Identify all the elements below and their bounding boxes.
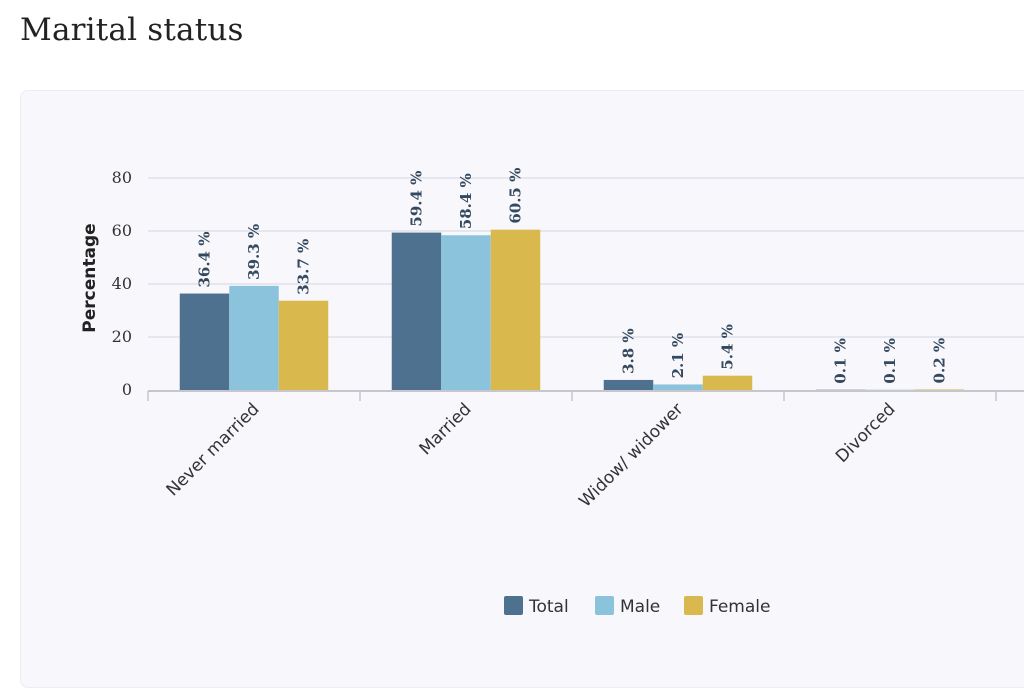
data-label: 58.4 %: [457, 173, 475, 229]
bar-male[interactable]: [441, 235, 491, 390]
data-label: 36.4 %: [196, 232, 214, 288]
legend-swatch: [684, 596, 703, 615]
bar-male[interactable]: [229, 285, 279, 390]
bar-total[interactable]: [179, 293, 230, 390]
category-label: Widow/ widower: [575, 399, 687, 511]
bar-female[interactable]: [914, 389, 965, 390]
y-tick-label: 80: [112, 168, 132, 187]
legend-label: Male: [620, 597, 660, 617]
legend-item-total[interactable]: Total: [504, 596, 569, 617]
data-label: 59.4 %: [408, 171, 426, 227]
bar-total[interactable]: [391, 232, 442, 390]
y-tick-label: 0: [122, 380, 132, 399]
bar-total[interactable]: [603, 379, 654, 390]
data-label: 3.8 %: [620, 328, 638, 374]
category-labels: Never married Married Widow/ widower Divorc…: [163, 399, 900, 511]
legend: Total Male Female: [504, 596, 770, 617]
legend-swatch: [504, 596, 523, 615]
category-label: Married: [416, 399, 476, 459]
data-label: 0.2 %: [931, 338, 949, 384]
bar-female[interactable]: [490, 229, 541, 390]
data-label: 0.1 %: [832, 338, 850, 384]
y-tick-label: 60: [112, 221, 132, 240]
bars: [179, 229, 965, 390]
data-labels: 36.4 % 39.3 % 33.7 % 59.4 % 58.4 % 60.5 % 3.8 …: [196, 168, 949, 384]
data-label: 2.1 %: [669, 333, 687, 379]
legend-label: Total: [528, 597, 569, 617]
legend-item-female[interactable]: Female: [684, 596, 770, 617]
gridlines: [148, 177, 1024, 338]
legend-swatch: [595, 596, 614, 615]
data-label: 0.1 %: [881, 338, 899, 384]
data-label: 33.7 %: [295, 239, 313, 295]
y-tick-label: 40: [112, 274, 132, 293]
category-label: Divorced: [832, 399, 900, 467]
data-label: 39.3 %: [245, 224, 263, 280]
y-tick-label: 20: [112, 327, 132, 346]
data-label: 60.5 %: [507, 168, 525, 224]
x-axis: [147, 390, 1024, 401]
page-title: Marital status: [20, 12, 244, 48]
data-label: 5.4 %: [719, 324, 737, 370]
legend-label: Female: [709, 597, 770, 617]
category-label: Never married: [163, 399, 264, 500]
bar-female[interactable]: [278, 300, 329, 390]
bar-female[interactable]: [702, 375, 753, 390]
legend-item-male[interactable]: Male: [595, 596, 660, 617]
bar-male[interactable]: [653, 384, 703, 390]
y-axis-title: Percentage: [80, 223, 100, 332]
y-tick-labels: 0 20 40 60 80: [112, 168, 132, 399]
